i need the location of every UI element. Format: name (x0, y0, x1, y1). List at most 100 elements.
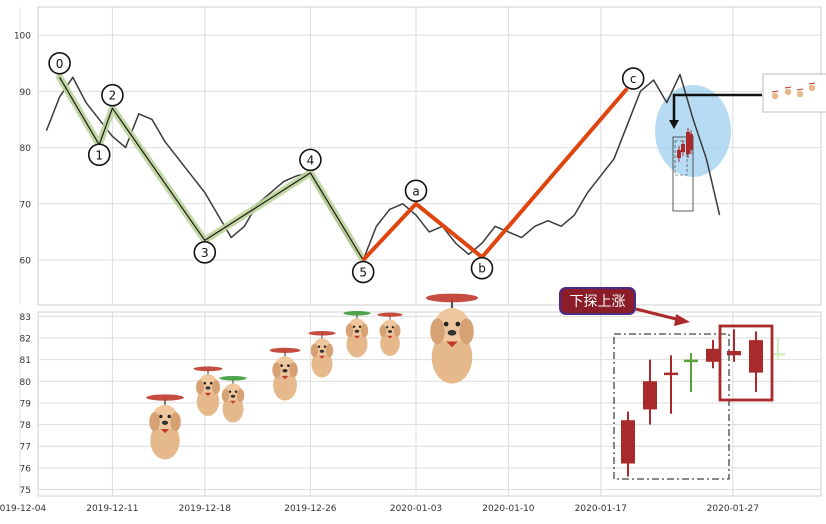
y-tick-label: 60 (20, 257, 32, 267)
puppy-ear (149, 412, 160, 432)
annotation-arrow-head (674, 314, 690, 326)
wave-label-circle (48, 51, 71, 75)
puppy-eye (455, 321, 461, 327)
puppy-ear (360, 323, 369, 338)
inset-propeller (784, 86, 792, 89)
wave-label: 5 (359, 266, 367, 280)
puppy-nose (282, 369, 288, 373)
mini-candle (681, 144, 685, 152)
candle-body (684, 359, 698, 363)
top-grid (19, 7, 821, 305)
top-panel: 0 1 2 3 4 5 a b c (45, 51, 762, 284)
x-tick-label: 2019-12-11 (86, 504, 138, 514)
wave-label: b (478, 262, 486, 276)
mini-candle (677, 150, 681, 158)
propeller-blade (219, 376, 247, 381)
puppy-illustration (343, 311, 371, 358)
inset-dog-dot (808, 84, 816, 92)
puppy-ear (289, 362, 298, 378)
wave-label-circle (470, 256, 494, 280)
x-tick-label: 2019-12-18 (179, 504, 232, 514)
y-tick-label: 70 (20, 200, 32, 210)
bottom-y-tick-label: 81 (20, 356, 31, 366)
candles-highlight-box (718, 324, 774, 402)
inset-propeller (771, 90, 779, 93)
puppy-bowtie (354, 335, 360, 339)
bottom-plot-area (37, 311, 822, 497)
puppy-eye (203, 381, 207, 385)
puppy-eye (167, 414, 171, 419)
inset-dog-dot (796, 90, 804, 98)
bottom-y-tick-label: 82 (20, 334, 31, 344)
puppy-body (431, 331, 473, 384)
wave-label: a (412, 184, 419, 198)
puppy-illustration (425, 293, 479, 384)
puppy-eye (159, 414, 163, 419)
puppy-ear (459, 318, 474, 345)
inset-propeller (796, 88, 804, 91)
puppy-ear (236, 388, 245, 403)
zoom-source-box (672, 136, 694, 212)
candle-body (706, 348, 720, 362)
puppy-illustration (269, 347, 301, 401)
puppy-bowtie (204, 392, 212, 396)
puppy-ear (310, 343, 319, 358)
puppy-bowtie (387, 335, 393, 339)
puppy-nose (447, 329, 457, 336)
bottom-panel: 下探上涨 (146, 287, 785, 480)
wave-label-circle (621, 67, 645, 90)
bottom-y-tick-label: 78 (20, 421, 32, 431)
bottom-grid (19, 312, 821, 496)
puppy-nose (230, 394, 236, 398)
puppy-ear (430, 318, 445, 345)
puppy-ear (325, 343, 334, 358)
inset-dog-dot (771, 92, 779, 100)
puppy-ear (393, 324, 401, 338)
puppy-eye (280, 364, 283, 368)
bracket-arrow-line (672, 93, 762, 124)
puppy-illustration (146, 394, 184, 460)
wave-label: 1 (95, 148, 103, 162)
wave-label-circle (87, 143, 111, 167)
axis-labels: 2019-12-04 2019-12-11 2019-12-18 2019-12-26… (0, 32, 826, 514)
y-tick-label: 100 (14, 32, 31, 42)
wave-label: 3 (201, 246, 209, 260)
propeller-blade (343, 311, 371, 316)
bottom-y-tick-label: 83 (20, 313, 31, 323)
x-tick-label: 2020-01-27 (707, 504, 759, 514)
candle-body (664, 372, 678, 376)
wave-label-circle (404, 179, 428, 203)
puppy-bowtie (230, 400, 236, 404)
candle-body (727, 350, 741, 356)
bottom-y-tick-label: 75 (20, 486, 31, 496)
candle-body (643, 381, 657, 410)
puppy-eye (352, 325, 356, 328)
mini-candle (686, 132, 690, 154)
puppy-ear (196, 380, 204, 395)
puppy-body (196, 387, 220, 416)
puppy-nose (319, 349, 325, 353)
corrective-wave-line (361, 87, 629, 262)
annotation-arrow-line (635, 307, 681, 322)
puppy-body (311, 350, 333, 378)
puppy-bowtie (281, 375, 289, 380)
puppy-eye (317, 345, 321, 348)
candle-body (771, 353, 785, 356)
wave-label: 4 (307, 153, 315, 167)
zoom-dash-box (674, 140, 688, 176)
wave-label: 0 (56, 57, 64, 71)
puppy-body (150, 421, 180, 460)
puppy-eye (391, 326, 394, 329)
puppy-body (346, 330, 368, 358)
puppy-illustration (219, 376, 247, 423)
candle-body (621, 420, 635, 464)
puppy-eye (323, 345, 327, 348)
bottom-y-tick-label: 76 (20, 464, 32, 474)
puppy-body (222, 395, 244, 423)
y-tick-label: 90 (20, 88, 32, 98)
propeller-blade (146, 394, 184, 401)
x-tick-label: 2020-01-03 (390, 504, 442, 514)
impulse-wave-line (59, 76, 364, 261)
puppy-ear (272, 362, 281, 378)
wave-label-circle (193, 241, 217, 264)
